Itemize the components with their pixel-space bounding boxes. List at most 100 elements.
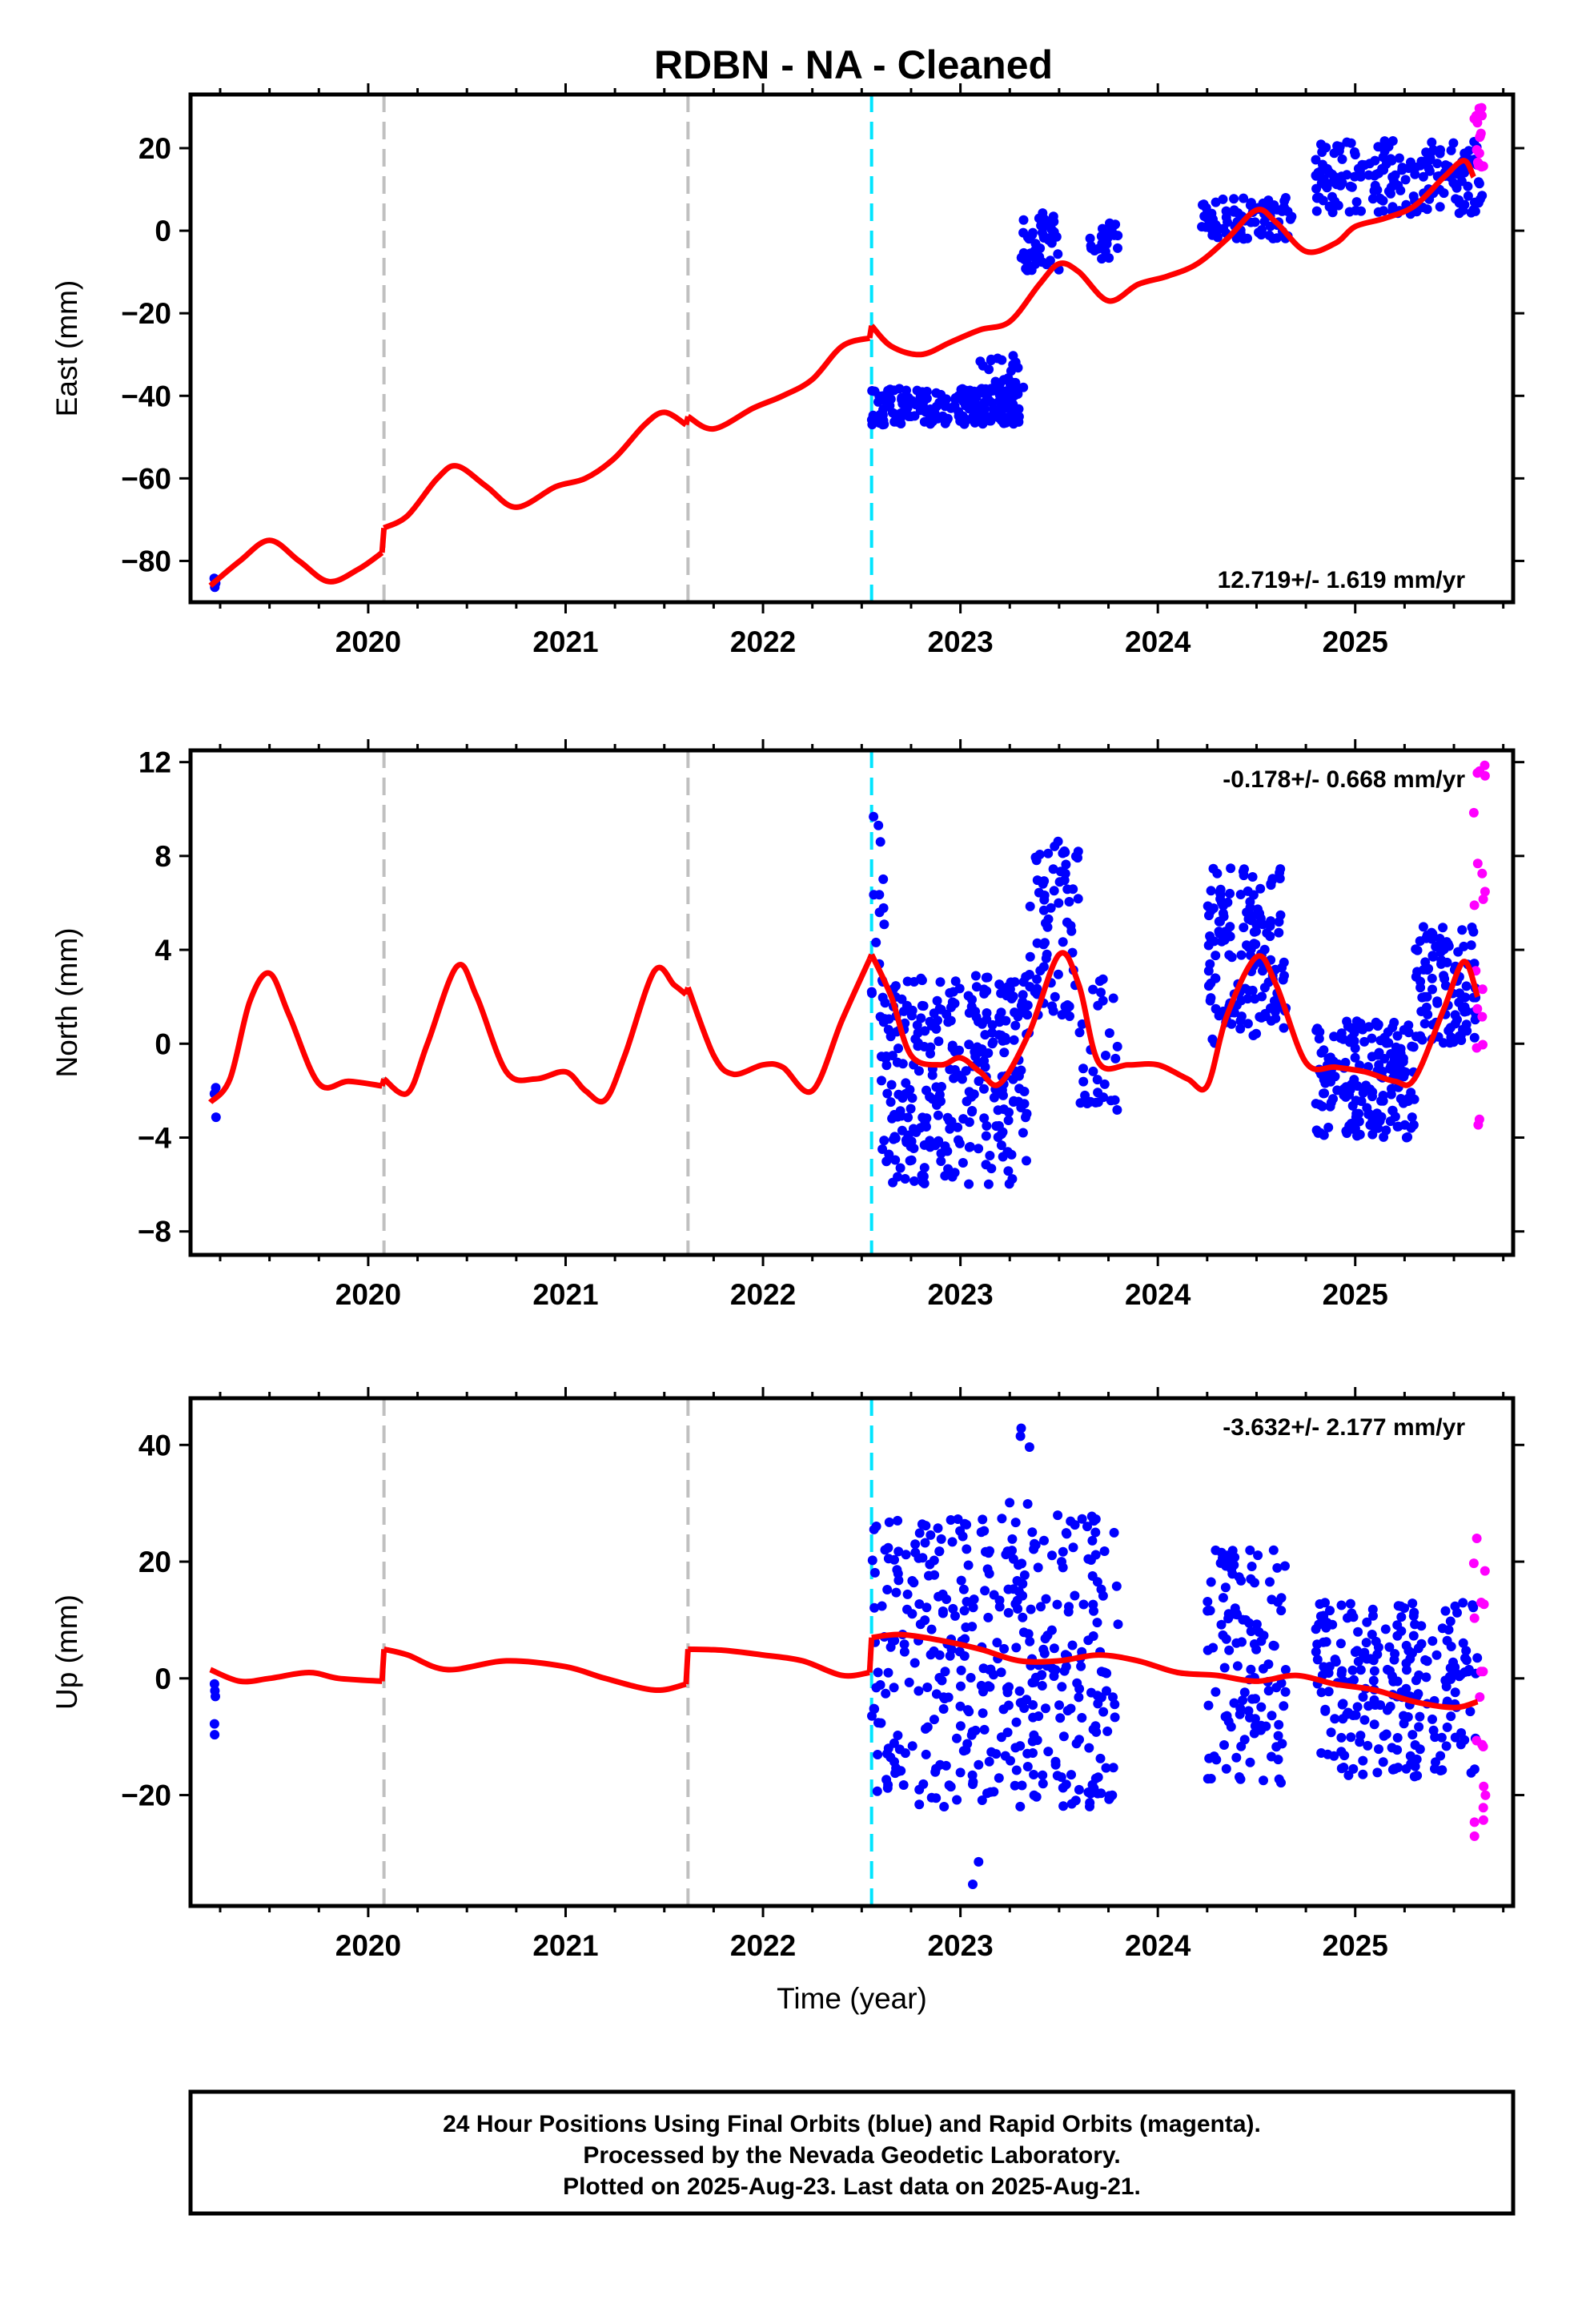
up-final-point-366 [921, 1723, 930, 1734]
up-xtick-label-3: 2023 [927, 1929, 993, 1962]
up-rapid-point-10 [1479, 1599, 1489, 1610]
up-final-point-540 [1359, 1715, 1370, 1725]
east-final-point-441 [1311, 206, 1322, 216]
up-final-point-740 [1410, 1761, 1420, 1771]
up-final-point-474 [1279, 1701, 1289, 1711]
up-final-point-566 [1358, 1769, 1368, 1779]
up-final-point-323 [1014, 1586, 1024, 1597]
up-final-point-33 [899, 1647, 909, 1657]
up-final-point-682 [1389, 1655, 1399, 1665]
up-final-point-247 [1082, 1522, 1092, 1532]
east-final-point-485 [1440, 160, 1451, 171]
up-final-point-652 [1343, 1707, 1353, 1718]
up-final-point-667 [1446, 1642, 1456, 1651]
north-final-point-713 [1339, 1084, 1349, 1094]
up-final-point-662 [1337, 1699, 1347, 1710]
up-final-point-284 [920, 1538, 930, 1548]
east-final-point-265 [1032, 255, 1042, 265]
north-final-point-255 [877, 992, 888, 1003]
up-final-point-734 [1363, 1740, 1373, 1751]
east-rapid-point-3 [1477, 111, 1487, 121]
up-final-point-400 [899, 1639, 909, 1650]
north-final-point-18 [869, 811, 879, 822]
north-final-point-338 [1032, 974, 1042, 984]
up-final-point-620 [1352, 1702, 1363, 1712]
up-final-point-619 [1420, 1655, 1431, 1665]
north-final-point-12 [871, 937, 881, 947]
up-final-point-745 [1373, 1642, 1383, 1652]
up-final-point-727 [1401, 1640, 1411, 1651]
north-final-point-350 [1049, 886, 1059, 896]
up-final-point-755 [1387, 1764, 1398, 1775]
east-final-point-543 [1422, 204, 1432, 215]
up-final-point-256 [931, 1689, 942, 1699]
up-final-point-410 [974, 1856, 984, 1867]
north-final-point-107 [934, 1036, 944, 1047]
north-final-point-219 [889, 1134, 898, 1144]
east-final-point-540 [1337, 154, 1347, 164]
north-final-point-355 [1070, 851, 1081, 862]
north-final-point-265 [884, 1149, 894, 1160]
north-final-point-287 [1003, 1166, 1014, 1176]
up-final-point-209 [1076, 1661, 1086, 1671]
east-final-point-193 [936, 399, 946, 409]
north-final-point-727 [1319, 1088, 1330, 1099]
up-final-point-313 [914, 1784, 925, 1795]
north-final-point-684 [1391, 1042, 1401, 1052]
east-final-point-570 [1355, 166, 1365, 176]
east-final-point-201 [958, 384, 968, 394]
north-final-point-236 [979, 1084, 989, 1094]
north-final-point-142 [985, 1151, 995, 1160]
north-points [209, 760, 1490, 1189]
north-final-point-399 [1093, 1000, 1103, 1011]
east-final-point-181 [1002, 401, 1013, 412]
north-final-point-548 [1255, 908, 1265, 919]
north-final-point-200 [966, 1002, 977, 1011]
east-final-point-576 [1335, 142, 1345, 152]
up-final-point-2 [210, 1730, 220, 1740]
up-rapid-point-4 [1479, 1781, 1489, 1791]
north-final-point-201 [972, 1042, 982, 1052]
up-final-point-447 [1256, 1702, 1267, 1712]
north-final-point-786 [1469, 1032, 1480, 1043]
north-final-point-169 [970, 971, 981, 981]
up-final-point-756 [1346, 1732, 1356, 1743]
up-final-point-744 [1407, 1598, 1418, 1609]
north-final-point-716 [1379, 1132, 1389, 1142]
up-final-point-669 [1315, 1599, 1325, 1609]
up-final-point-286 [1110, 1712, 1120, 1723]
up-final-point-739 [1384, 1642, 1395, 1652]
east-final-point-180 [986, 416, 996, 426]
up-final-point-663 [1410, 1740, 1420, 1750]
north-final-point-276 [926, 1048, 935, 1059]
up-final-point-324 [958, 1746, 969, 1756]
east-final-point-270 [1039, 221, 1050, 231]
north-final-point-702 [1403, 1027, 1414, 1038]
up-final-point-196 [1098, 1707, 1109, 1717]
north-final-point-554 [1258, 919, 1268, 930]
up-final-point-699 [1408, 1610, 1419, 1621]
up-final-point-555 [1353, 1626, 1363, 1637]
north-final-point-693 [1367, 1051, 1377, 1062]
up-final-point-376 [1003, 1607, 1014, 1618]
up-final-point-654 [1329, 1751, 1339, 1761]
up-final-point-377 [1059, 1666, 1070, 1676]
east-final-point-225 [986, 354, 996, 364]
up-model-segment-2 [688, 1646, 870, 1679]
up-final-point-349 [994, 1595, 1005, 1606]
up-final-point-325 [1058, 1731, 1069, 1742]
up-final-point-164 [1085, 1798, 1095, 1808]
north-final-point-7 [866, 987, 877, 997]
up-final-point-91 [983, 1548, 994, 1558]
east-final-point-577 [1379, 165, 1389, 175]
north-final-point-405 [1080, 1090, 1090, 1100]
east-final-point-287 [1100, 247, 1110, 257]
north-final-point-406 [1086, 1096, 1096, 1107]
up-final-point-529 [1259, 1775, 1268, 1786]
east-final-point-456 [1423, 163, 1434, 174]
up-final-point-127 [884, 1517, 894, 1527]
up-final-point-404 [1034, 1711, 1044, 1721]
east-final-point-448 [1397, 165, 1407, 175]
east-final-point-132 [918, 404, 928, 415]
